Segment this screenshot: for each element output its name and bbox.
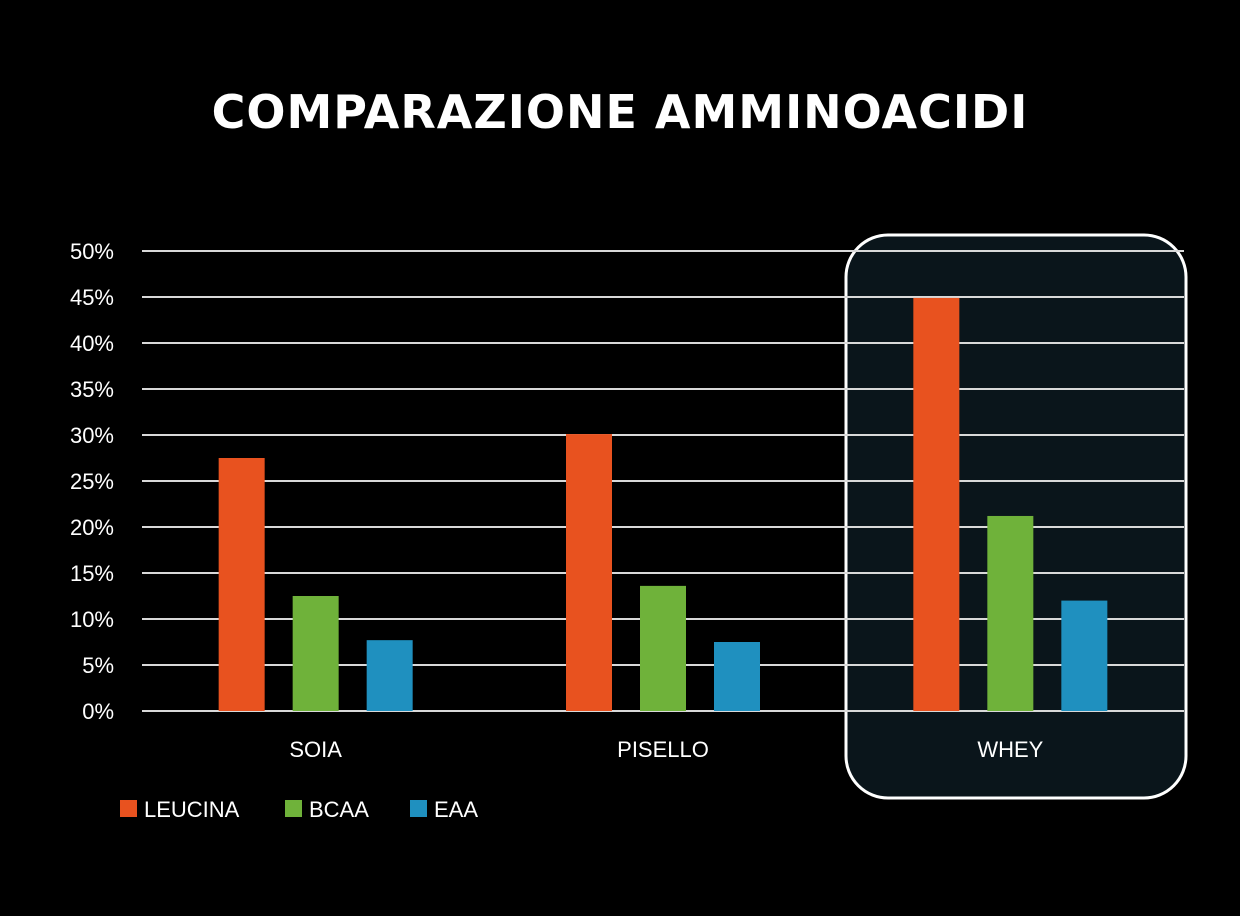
y-tick-label: 50% [70,239,114,264]
y-tick-label: 10% [70,607,114,632]
y-tick-label: 5% [82,653,114,678]
y-tick-label: 0% [82,699,114,724]
x-tick-label: SOIA [289,737,342,762]
x-tick-label: WHEY [977,737,1043,762]
legend-swatch-bcaa [285,800,302,817]
legend-label-leucina: LEUCINA [144,797,240,822]
bar-leucina-pisello [566,434,612,711]
y-tick-label: 20% [70,515,114,540]
legend-label-eaa: EAA [434,797,478,822]
y-tick-label: 25% [70,469,114,494]
y-tick-label: 45% [70,285,114,310]
y-tick-label: 30% [70,423,114,448]
legend-swatch-leucina [120,800,137,817]
bar-leucina-soia [218,458,265,711]
y-tick-label: 35% [70,377,114,402]
bar-leucina-whey [913,297,960,711]
y-tick-label: 15% [70,561,114,586]
bar-eaa-whey [1061,600,1108,711]
bar-eaa-soia [366,640,413,711]
legend-label-bcaa: BCAA [309,797,369,822]
bar-bcaa-pisello [640,585,686,711]
legend-swatch-eaa [410,800,427,817]
bar-eaa-pisello [714,642,760,711]
x-tick-label: PISELLO [617,737,709,762]
bar-bcaa-whey [987,515,1034,711]
bar-bcaa-soia [292,596,339,711]
y-tick-label: 40% [70,331,114,356]
chart-title: COMPARAZIONE AMMINOACIDI [212,85,1029,139]
